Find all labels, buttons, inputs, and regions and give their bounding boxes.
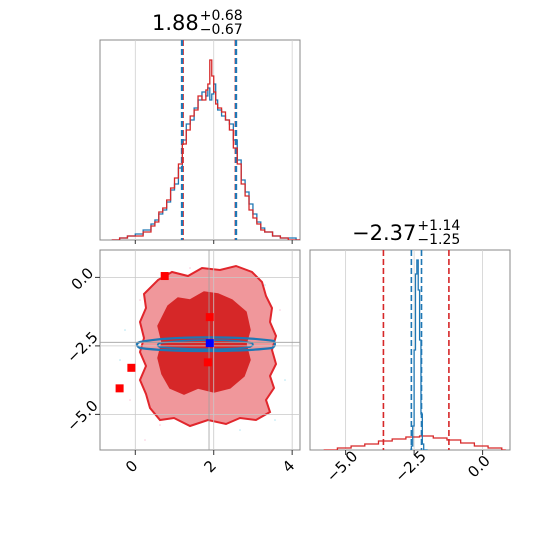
- contour-y-tick-label: −2.5: [63, 328, 101, 366]
- contour-marker: [205, 339, 214, 348]
- contour-markers: [115, 272, 214, 393]
- contour-marker: [205, 313, 214, 322]
- top-histogram-series: [111, 59, 300, 240]
- contour-y-tick-label: −5.0: [63, 397, 101, 435]
- contour-marker: [160, 272, 169, 281]
- right-title-value: −2.37: [352, 221, 417, 245]
- contour-marker: [115, 384, 124, 393]
- contour-scatter-dots: [119, 267, 286, 441]
- top-panel-frame: [99, 39, 301, 241]
- top-grid: [134, 40, 293, 240]
- inner-contour: [157, 291, 251, 395]
- contour-y-tick-label: 0.0: [68, 264, 98, 294]
- top-histogram-panel: [99, 39, 301, 244]
- top-title-upper: +0.68: [199, 8, 243, 24]
- contour-x-tick-label: 2: [200, 457, 219, 476]
- contour-x-tick-label: 0: [122, 457, 141, 476]
- top-x-ticks: [134, 240, 293, 244]
- contour-marker: [203, 358, 212, 367]
- contour-panel: 0 2 4 0.0 −2.5 −5.0: [63, 249, 301, 476]
- contour-y-ticks: 0.0 −2.5 −5.0: [63, 264, 101, 435]
- contour-marker: [127, 363, 136, 372]
- right-title-upper: +1.14: [417, 218, 461, 234]
- right-title-errors: +1.14 −1.25: [417, 219, 460, 247]
- right-x-tick-label: −2.5: [391, 447, 429, 485]
- right-panel-title: −2.37 +1.14 −1.25: [352, 219, 460, 247]
- right-histogram-panel: −5.0 −2.5 0.0: [309, 249, 511, 486]
- top-title-errors: +0.68 −0.67: [200, 9, 243, 37]
- right-x-tick-label: 0.0: [464, 452, 494, 482]
- contour-x-ticks: 0 2 4: [122, 450, 298, 476]
- right-x-ticks: −5.0 −2.5 0.0: [323, 447, 494, 485]
- right-x-tick-label: −5.0: [323, 447, 361, 485]
- contour-x-tick-label: 4: [279, 457, 298, 476]
- right-panel-frame: [309, 249, 511, 451]
- top-title-lower: −0.67: [199, 22, 243, 38]
- right-title-lower: −1.25: [417, 232, 461, 248]
- right-histogram-series: [410, 259, 428, 450]
- right-histogram-series: [323, 435, 506, 450]
- top-histogram-steps: [111, 59, 300, 240]
- narrow-contour-outer: [135, 336, 276, 353]
- top-panel-title: 1.88 +0.68 −0.67: [152, 9, 243, 37]
- top-title-value: 1.88: [152, 11, 199, 35]
- contour-grid: [100, 250, 300, 450]
- right-histogram-steps: [323, 259, 506, 450]
